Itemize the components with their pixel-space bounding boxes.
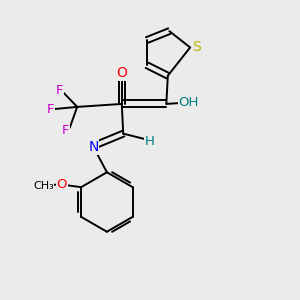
Text: F: F: [47, 103, 54, 116]
Text: F: F: [61, 124, 69, 137]
Text: O: O: [116, 66, 127, 80]
Text: CH₃: CH₃: [33, 181, 54, 191]
Text: S: S: [192, 40, 201, 55]
Text: N: N: [88, 140, 99, 154]
Text: O: O: [57, 178, 67, 191]
Text: F: F: [56, 84, 63, 97]
Text: OH: OH: [178, 96, 199, 109]
Text: H: H: [145, 135, 155, 148]
